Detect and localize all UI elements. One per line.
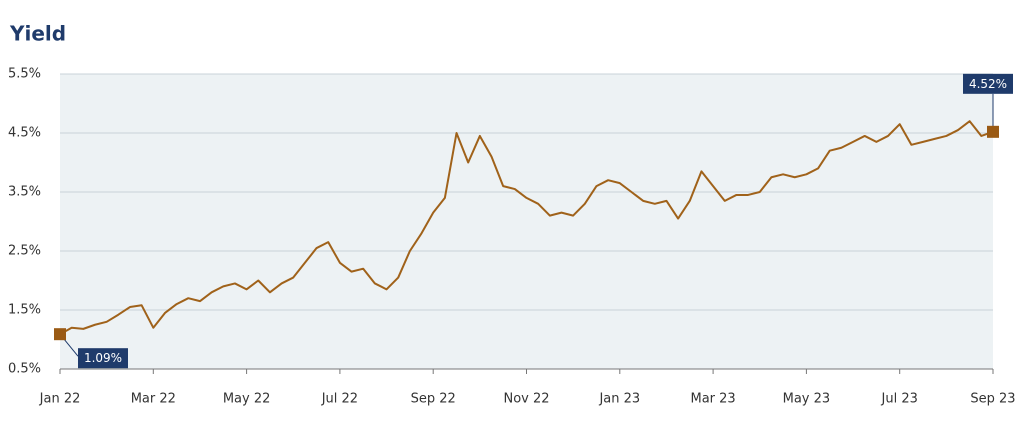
label-box [78,348,128,369]
x-tick-label: Jan 23 [598,392,640,407]
x-tick-label: May 22 [223,392,271,407]
y-tick-label: 2.5% [8,244,41,259]
label-box [963,73,1013,94]
y-tick-label: 5.5% [8,67,41,82]
x-tick-label: Jul 23 [881,392,918,407]
line [59,120,994,336]
x-tick-label: Jul 22 [321,392,358,407]
value-label: 4.52% [969,77,1007,91]
x-tick-label: Mar 22 [131,392,176,407]
chart-title: Yield [9,22,66,46]
x-tick-label: Sep 23 [970,392,1015,407]
value-label: 1.09% [84,351,122,365]
end-marker [54,328,66,341]
y-tick-label: 4.5% [8,126,41,141]
plot-area [60,74,993,369]
y-tick-label: 1.5% [8,303,41,318]
y-tick-label: 0.5% [8,362,41,377]
x-tick-label: Jan 22 [39,392,81,407]
x-tick-label: May 23 [783,392,831,407]
x-tick-label: Nov 22 [503,392,549,407]
x-tick-label: Mar 23 [690,392,735,407]
end-marker [987,125,999,138]
y-tick-label: 3.5% [8,185,41,200]
x-tick-label: Sep 22 [411,392,456,407]
